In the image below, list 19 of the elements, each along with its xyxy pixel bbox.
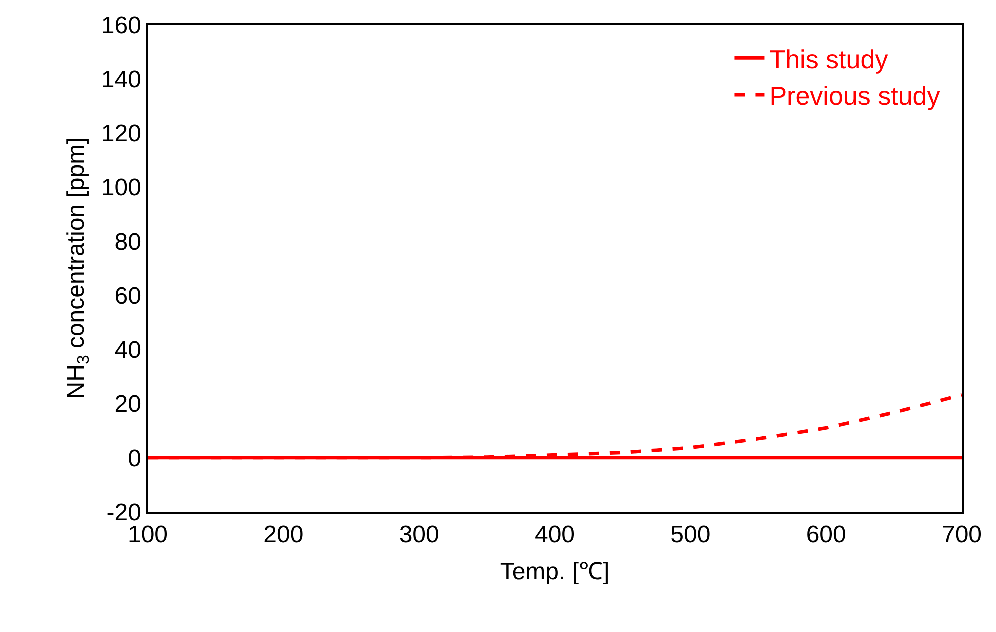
legend-label: This study — [770, 44, 888, 74]
y-tick-label: 80 — [114, 228, 142, 256]
y-tick-label: -20 — [106, 499, 142, 526]
x-tick-label: 600 — [806, 522, 846, 549]
y-tick-label: 140 — [101, 66, 142, 94]
x-tick-label: 300 — [399, 522, 440, 549]
x-axis-title: Temp. [℃] — [500, 558, 610, 586]
x-tick-label: 500 — [670, 522, 711, 549]
y-tick-label: 120 — [101, 120, 142, 148]
y-tick-label: 40 — [114, 337, 142, 364]
legend-label: Previous study — [770, 81, 940, 112]
y-tick-label: 0 — [128, 445, 142, 472]
y-tick-label: 20 — [114, 391, 142, 418]
x-tick-label: 400 — [534, 522, 576, 549]
x-tick-label: 700 — [942, 522, 982, 549]
y-tick-label: 160 — [101, 12, 142, 40]
x-tick-label: 200 — [264, 522, 304, 549]
y-tick-label: 60 — [114, 282, 142, 310]
y-tick-label: 100 — [101, 174, 142, 202]
